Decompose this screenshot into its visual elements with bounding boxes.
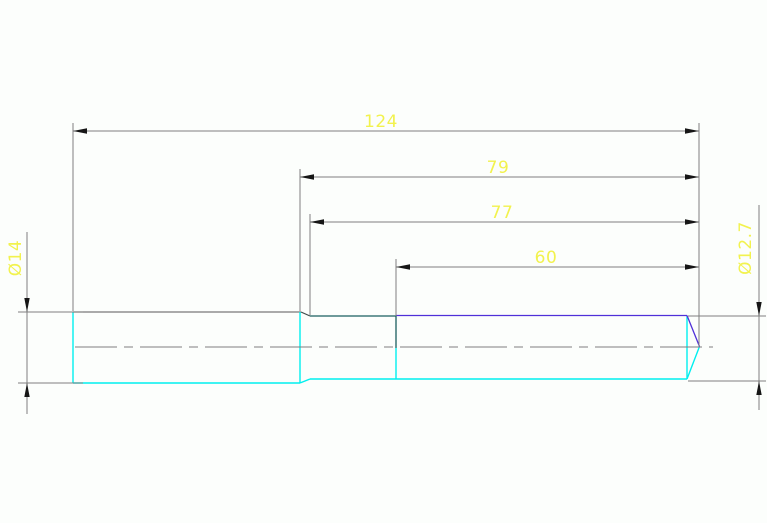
arrowhead-left-icon [73, 128, 87, 134]
dim-label-77: 77 [491, 203, 514, 223]
dim-label-dia127: Ø12.7 [736, 221, 756, 275]
dim-diameter-12-7: Ø12.7 [688, 205, 766, 410]
dim-label-124: 124 [364, 112, 398, 132]
arrowhead-down-icon [24, 298, 30, 312]
arrowhead-left-icon [310, 219, 324, 225]
dim-length-77: 77 [309, 203, 699, 315]
step-chamfer-top [300, 311, 311, 317]
arrowhead-right-icon [685, 128, 699, 134]
dim-label-dia14: Ø14 [6, 240, 26, 277]
cone-bottom-slope [686, 346, 701, 380]
dim-length-79: 79 [299, 158, 699, 311]
arrowhead-right-icon [685, 219, 699, 225]
arrowhead-up-icon [756, 381, 762, 395]
arrowhead-left-icon [300, 174, 314, 180]
cone-top-slope [686, 315, 701, 347]
step-chamfer-bottom [299, 378, 311, 384]
arrowhead-left-icon [396, 264, 410, 270]
arrowhead-right-icon [685, 174, 699, 180]
shaft-outline [72, 311, 701, 384]
arrowhead-up-icon [24, 383, 30, 397]
dim-label-60: 60 [535, 248, 558, 268]
dim-length-60: 60 [395, 248, 699, 316]
arrowhead-right-icon [685, 264, 699, 270]
dim-diameter-14: Ø14 [6, 232, 83, 414]
dim-label-79: 79 [487, 158, 510, 178]
arrowhead-down-icon [756, 302, 762, 316]
dim-overall-length: 124 [72, 112, 700, 346]
